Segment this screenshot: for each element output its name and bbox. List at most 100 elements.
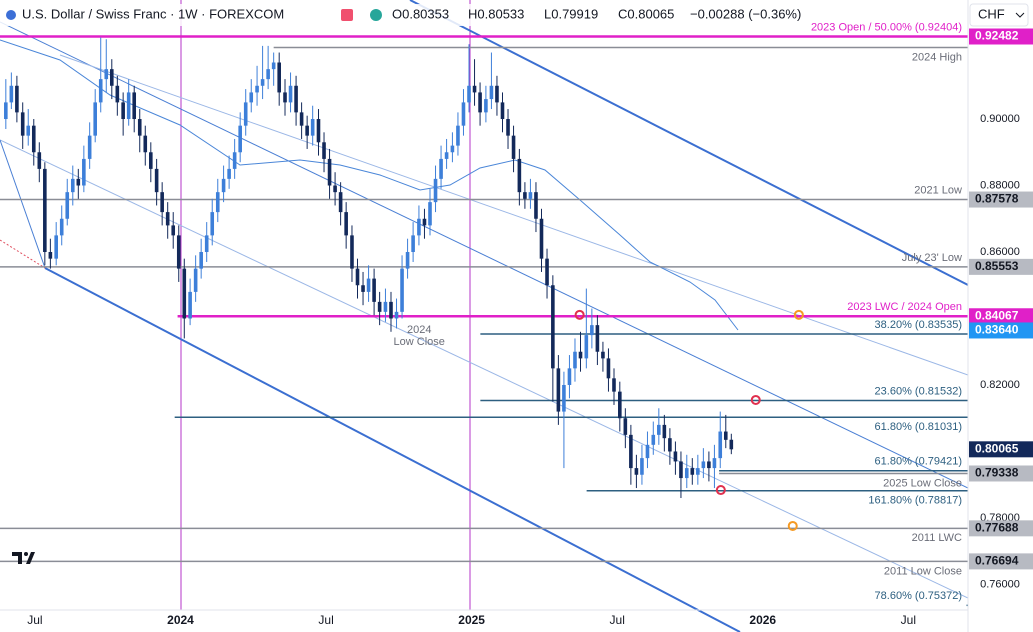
candle-body bbox=[467, 85, 471, 103]
candle-body bbox=[383, 301, 388, 312]
candle-body bbox=[37, 152, 42, 169]
candle-body bbox=[411, 235, 415, 253]
candle-body bbox=[551, 285, 555, 369]
candle-body bbox=[394, 311, 399, 319]
price-tag bbox=[969, 465, 1033, 482]
candle-body bbox=[567, 368, 572, 385]
price-tag-label: 0.92482 bbox=[975, 29, 1019, 43]
currency-button[interactable] bbox=[969, 3, 1029, 27]
candle-body bbox=[428, 202, 432, 226]
candle-body bbox=[322, 142, 326, 159]
candle-body bbox=[651, 434, 656, 445]
y-tick-label: 0.88000 bbox=[980, 179, 1020, 191]
price-tag-label: 0.84067 bbox=[975, 308, 1019, 322]
candle-body bbox=[461, 102, 466, 126]
candle-body bbox=[495, 85, 499, 103]
candle-body bbox=[344, 212, 348, 236]
level-label: 61.80% (0.79421) bbox=[875, 456, 962, 468]
candle-body bbox=[573, 351, 577, 369]
candle-body bbox=[171, 225, 176, 236]
trend-line bbox=[0, 139, 968, 599]
y-tick-label: 0.82000 bbox=[980, 379, 1020, 391]
candle-body bbox=[132, 92, 137, 120]
price-tag bbox=[969, 191, 1033, 208]
candle-body bbox=[104, 69, 109, 80]
candle-body bbox=[20, 112, 25, 136]
level-label: 2021 Low bbox=[914, 184, 962, 196]
level-label: 2024 High bbox=[912, 51, 962, 63]
candle-body bbox=[450, 145, 455, 153]
candle-body bbox=[126, 92, 131, 120]
candle-body bbox=[310, 119, 315, 136]
candle-body bbox=[601, 351, 605, 359]
symbol: U.S. Dollar / Swiss Franc · 1W · FOREXCO… bbox=[22, 6, 284, 21]
candle-body bbox=[361, 285, 365, 292]
annotation: Low Close bbox=[394, 336, 445, 348]
level-label: 38.20% (0.83535) bbox=[875, 319, 962, 331]
candle-body bbox=[299, 112, 304, 126]
candle-body bbox=[484, 99, 488, 113]
candle-body bbox=[696, 468, 700, 475]
candle-body bbox=[193, 268, 198, 292]
candle-body bbox=[389, 301, 393, 319]
y-tick-label: 0.90000 bbox=[980, 113, 1020, 125]
candle-body bbox=[283, 92, 287, 103]
candle-body bbox=[149, 152, 153, 169]
candle-body bbox=[350, 235, 354, 269]
candle-body bbox=[82, 158, 86, 186]
candle-body bbox=[718, 431, 723, 459]
candle-body bbox=[478, 92, 482, 113]
candle-body bbox=[372, 278, 376, 302]
candle-body bbox=[249, 92, 254, 103]
candle-body bbox=[444, 152, 449, 159]
candle-body bbox=[556, 368, 561, 412]
candle-body bbox=[9, 85, 14, 103]
candle-body bbox=[606, 358, 611, 379]
candle-body bbox=[456, 125, 460, 146]
candle-body bbox=[612, 378, 616, 392]
candle-body bbox=[327, 158, 332, 186]
candle-body bbox=[595, 325, 600, 352]
candle-body bbox=[701, 461, 706, 469]
x-tick-label: Jul bbox=[318, 613, 333, 627]
candle-body bbox=[506, 119, 510, 136]
candle-body bbox=[115, 85, 120, 103]
level-label: 161.80% (0.78817) bbox=[868, 495, 962, 507]
candle-body bbox=[729, 439, 734, 450]
price-tag bbox=[969, 258, 1033, 275]
candle-body bbox=[137, 119, 142, 136]
level-label: 61.80% (0.81031) bbox=[875, 421, 962, 433]
candle-body bbox=[539, 218, 544, 259]
market-status bbox=[370, 9, 382, 21]
candle-body bbox=[271, 62, 276, 70]
candle-body bbox=[545, 258, 549, 286]
candle-body bbox=[238, 125, 242, 153]
candle-body bbox=[204, 235, 209, 253]
candle-body bbox=[534, 192, 538, 219]
candle-body bbox=[366, 278, 371, 292]
candle-body bbox=[54, 235, 58, 259]
price-tag bbox=[969, 441, 1033, 458]
candle-body bbox=[87, 135, 92, 159]
candle-body bbox=[121, 102, 125, 120]
currency: CHF bbox=[978, 6, 1005, 21]
candle-body bbox=[500, 102, 505, 120]
candle-body bbox=[640, 458, 644, 475]
axes: 0.900000.880000.860000.820000.780000.760… bbox=[27, 21, 1033, 627]
candle-body bbox=[355, 268, 360, 286]
channel-line bbox=[44, 267, 741, 632]
trend-line bbox=[0, 139, 46, 269]
candle-body bbox=[562, 384, 566, 412]
alert-icon[interactable] bbox=[341, 9, 353, 21]
level-label: 2011 LWC bbox=[912, 532, 962, 544]
candle-body bbox=[182, 268, 187, 319]
tv-logo bbox=[12, 552, 35, 564]
level-label: 78.60% (0.75372) bbox=[875, 590, 962, 602]
level-label: 2011 Low Close bbox=[884, 565, 962, 577]
candle-body bbox=[221, 178, 226, 193]
price-tag bbox=[969, 520, 1033, 537]
candle-body bbox=[634, 468, 639, 475]
candle-body bbox=[684, 468, 689, 479]
